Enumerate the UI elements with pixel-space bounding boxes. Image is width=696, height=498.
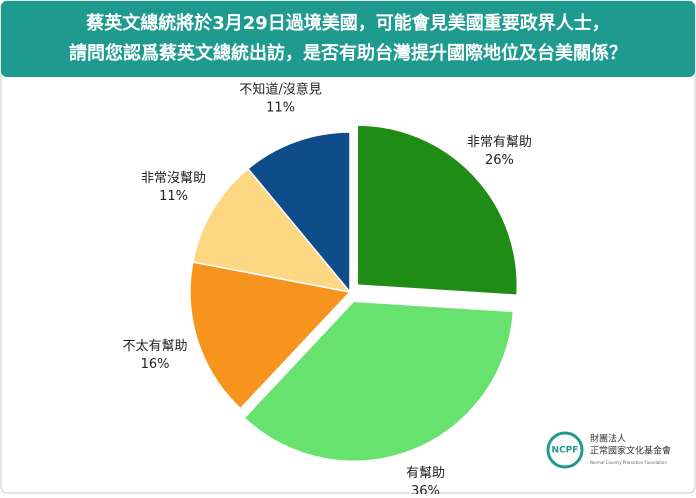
logo-mark: NCPF bbox=[552, 446, 579, 456]
slice-label: 有幫助 bbox=[406, 465, 445, 481]
pie-slice bbox=[356, 124, 519, 296]
header bbox=[1, 1, 695, 77]
value-label: 36% bbox=[411, 484, 440, 494]
slice-label: 不太有幫助 bbox=[123, 338, 188, 354]
logo: NCPF 財團法人 正常國家文化基金會 Normal Country Promo… bbox=[546, 431, 671, 469]
value-label: 11% bbox=[266, 101, 295, 116]
chart-title: 蔡英文總統將於3月29日過境美國，可能會見美國重要政界人士， bbox=[85, 12, 610, 34]
value-label: 26% bbox=[485, 153, 514, 168]
pie-slice bbox=[191, 167, 352, 294]
logo-text: Normal Country Promotion Foundation bbox=[590, 460, 667, 465]
logo-text: 財團法人 bbox=[590, 433, 626, 445]
logo-text: 正常國家文化基金會 bbox=[590, 445, 671, 457]
pie-slice bbox=[189, 261, 352, 410]
slice-label: 非常沒幫助 bbox=[141, 170, 206, 186]
pie-slice bbox=[243, 300, 515, 463]
logo-icon bbox=[546, 431, 584, 469]
slice-label: 非常有幫助 bbox=[467, 134, 532, 150]
chart-title: 請問您認爲蔡英文總統出訪，是否有助台灣提升國際地位及台美關係？ bbox=[69, 42, 627, 64]
pie-slice bbox=[246, 131, 351, 295]
slice-label: 不知道/沒意見 bbox=[239, 82, 321, 98]
value-label: 11% bbox=[159, 189, 188, 204]
value-label: 16% bbox=[141, 357, 170, 372]
